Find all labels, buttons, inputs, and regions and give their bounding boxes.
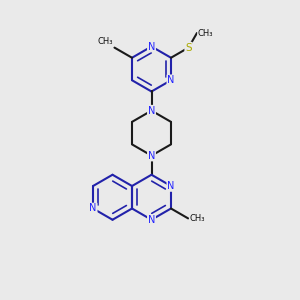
Text: N: N bbox=[148, 41, 155, 52]
Text: N: N bbox=[148, 106, 155, 116]
Text: CH₃: CH₃ bbox=[98, 37, 113, 46]
Text: N: N bbox=[148, 151, 155, 160]
Text: N: N bbox=[148, 215, 155, 225]
Text: S: S bbox=[185, 43, 192, 52]
Text: N: N bbox=[167, 181, 175, 191]
Text: CH₃: CH₃ bbox=[198, 28, 213, 38]
Text: CH₃: CH₃ bbox=[190, 214, 205, 223]
Text: N: N bbox=[167, 75, 175, 85]
Text: N: N bbox=[89, 203, 97, 214]
